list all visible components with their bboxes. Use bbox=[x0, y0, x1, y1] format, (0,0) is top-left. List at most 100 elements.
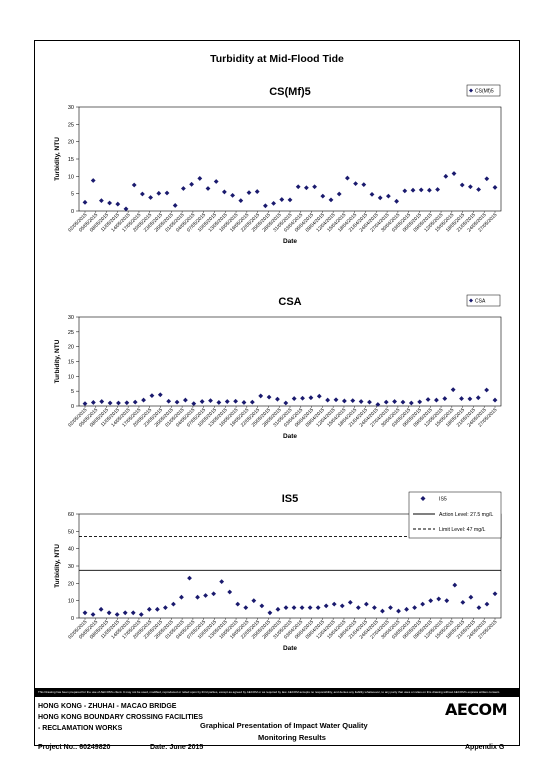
data-point bbox=[205, 186, 211, 191]
data-point bbox=[320, 193, 326, 199]
data-point bbox=[468, 594, 474, 600]
data-point bbox=[130, 610, 136, 616]
chart-title: CS(Mf)5 bbox=[269, 86, 311, 98]
data-point bbox=[328, 197, 334, 203]
disclaimer-bar: This Drawing has been prepared for the u… bbox=[34, 688, 520, 697]
data-point bbox=[412, 605, 418, 610]
data-point bbox=[227, 589, 233, 595]
data-point bbox=[275, 396, 280, 402]
data-point bbox=[460, 600, 466, 605]
data-point bbox=[138, 612, 144, 617]
data-point bbox=[222, 189, 227, 195]
data-point bbox=[444, 598, 450, 604]
data-point bbox=[187, 575, 192, 581]
data-point bbox=[181, 186, 186, 191]
data-point bbox=[146, 606, 152, 612]
data-point bbox=[353, 181, 358, 187]
data-point bbox=[369, 191, 375, 197]
drawing-heading-2: Monitoring Results bbox=[258, 733, 326, 742]
y-tick-label: 0 bbox=[71, 404, 74, 410]
y-axis-label: Turbidity, NTU bbox=[54, 544, 61, 588]
data-point bbox=[238, 198, 244, 203]
data-point bbox=[197, 176, 203, 181]
data-point bbox=[107, 200, 112, 206]
data-point bbox=[82, 401, 88, 407]
x-axis-label: Date bbox=[283, 433, 297, 440]
y-tick-label: 0 bbox=[71, 209, 74, 215]
data-point bbox=[410, 187, 416, 193]
drawing-sheet: Turbidity at Mid-Flood Tide CS(Mf)5 0 5 10 1… bbox=[34, 40, 520, 746]
data-point bbox=[336, 191, 342, 197]
data-point bbox=[427, 187, 432, 193]
data-point bbox=[333, 397, 339, 403]
data-point bbox=[124, 400, 130, 406]
data-point bbox=[287, 197, 293, 203]
data-point bbox=[183, 397, 188, 403]
data-point bbox=[154, 606, 160, 612]
data-point bbox=[428, 598, 434, 604]
data-point bbox=[157, 392, 163, 398]
y-tick-label: 10 bbox=[68, 599, 74, 605]
project-line-2: HONG KONG BOUNDARY CROSSING FACILITIES bbox=[38, 714, 203, 721]
data-point bbox=[323, 603, 329, 609]
drawing-heading-1: Graphical Presentation of Impact Water Q… bbox=[200, 721, 368, 730]
data-point bbox=[132, 399, 138, 405]
data-point bbox=[267, 610, 273, 616]
y-tick-label: 60 bbox=[68, 512, 74, 518]
data-point bbox=[475, 395, 481, 401]
data-point bbox=[199, 399, 205, 404]
chart-title: IS5 bbox=[282, 493, 299, 505]
data-point bbox=[383, 399, 389, 405]
data-point bbox=[355, 605, 361, 610]
data-point bbox=[99, 399, 105, 404]
legend-label: CSA bbox=[475, 299, 486, 305]
data-point bbox=[164, 190, 170, 196]
data-point bbox=[174, 399, 180, 405]
data-point bbox=[400, 399, 406, 405]
data-point bbox=[82, 610, 88, 616]
data-point bbox=[246, 190, 252, 196]
project-line-1: HONG KONG - ZHUHAI - MACAO BRIDGE bbox=[38, 703, 177, 710]
data-point bbox=[283, 400, 289, 406]
data-point bbox=[386, 193, 391, 199]
legend-label: CS(Mf)5 bbox=[475, 89, 494, 95]
data-point bbox=[418, 187, 424, 193]
y-tick-label: 25 bbox=[68, 330, 74, 336]
data-point bbox=[459, 396, 464, 401]
data-point bbox=[420, 601, 426, 607]
data-point bbox=[380, 608, 385, 614]
y-tick-label: 25 bbox=[68, 122, 74, 128]
data-point bbox=[442, 396, 448, 401]
data-point bbox=[484, 601, 490, 607]
data-point bbox=[434, 397, 439, 403]
data-point bbox=[304, 185, 309, 191]
data-point bbox=[191, 401, 197, 407]
legend-label: Action Level: 27.5 mg/L bbox=[439, 512, 493, 518]
data-point bbox=[492, 591, 498, 597]
data-point bbox=[195, 594, 200, 600]
y-tick-label: 30 bbox=[68, 105, 74, 111]
data-point bbox=[172, 203, 178, 208]
data-point bbox=[251, 598, 257, 604]
data-point bbox=[208, 398, 213, 404]
data-point bbox=[436, 596, 442, 602]
y-tick-label: 20 bbox=[68, 581, 74, 587]
data-point bbox=[476, 605, 482, 610]
data-point bbox=[425, 397, 431, 402]
legend-box bbox=[466, 294, 501, 307]
drawing-date: Date: June 2015 bbox=[150, 744, 204, 751]
data-point bbox=[271, 200, 276, 206]
data-point bbox=[259, 603, 265, 609]
data-point bbox=[345, 175, 350, 181]
data-point bbox=[363, 601, 369, 607]
data-point bbox=[492, 185, 498, 190]
data-point bbox=[372, 605, 377, 610]
data-point bbox=[331, 601, 337, 607]
data-point bbox=[339, 603, 345, 609]
data-point bbox=[149, 393, 155, 399]
data-point bbox=[350, 398, 356, 404]
data-point bbox=[219, 579, 225, 584]
y-axis-label: Turbidity, NTU bbox=[54, 137, 61, 181]
